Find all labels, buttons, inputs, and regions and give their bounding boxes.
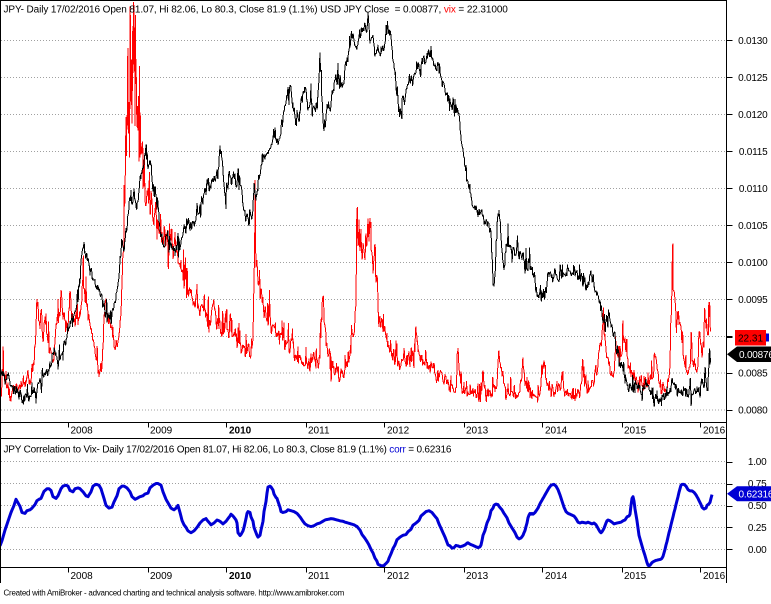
svg-text:2013: 2013 [466,426,489,437]
svg-text:2008: 2008 [71,426,94,437]
svg-text:2008: 2008 [71,571,94,582]
svg-text:2012: 2012 [387,426,410,437]
svg-text:0.50: 0.50 [748,501,767,512]
svg-text:2012: 2012 [387,571,410,582]
svg-text:2015: 2015 [624,426,647,437]
svg-text:Created with AmiBroker - advan: Created with AmiBroker - advanced charti… [4,589,345,598]
svg-text:1.00: 1.00 [748,457,767,468]
svg-text:2011: 2011 [308,571,330,582]
svg-text:2015: 2015 [624,571,647,582]
svg-text:0.0085: 0.0085 [738,369,768,380]
svg-text:2016: 2016 [703,571,726,582]
svg-text:0.0120: 0.0120 [738,110,768,121]
svg-text:0.0125: 0.0125 [738,73,768,84]
svg-text:2009: 2009 [150,426,173,437]
svg-text:2013: 2013 [466,571,489,582]
svg-text:0.00: 0.00 [748,545,767,556]
svg-text:2010: 2010 [229,426,252,437]
svg-text:22.31: 22.31 [738,334,763,345]
svg-text:JPY Correlation to Vix- Daily: JPY Correlation to Vix- Daily 17/02/2016… [4,445,452,456]
svg-text:0.0080: 0.0080 [738,406,768,417]
svg-text:0.0095: 0.0095 [738,295,768,306]
svg-text:0.0100: 0.0100 [738,258,768,269]
svg-text:0.0115: 0.0115 [739,147,768,158]
svg-text:0.00876: 0.00876 [739,350,771,361]
svg-text:JPY- Daily 17/02/2016 Open 81.: JPY- Daily 17/02/2016 Open 81.07, Hi 82.… [4,5,509,16]
svg-text:2016: 2016 [703,426,726,437]
svg-text:2011: 2011 [308,426,330,437]
svg-text:0.0130: 0.0130 [738,36,768,47]
svg-text:0.0105: 0.0105 [738,221,768,232]
svg-text:2014: 2014 [545,426,568,437]
svg-text:2014: 2014 [545,571,568,582]
svg-text:0.25: 0.25 [748,523,767,534]
svg-text:2009: 2009 [150,571,173,582]
svg-text:0.62316: 0.62316 [739,490,771,501]
svg-text:0.0110: 0.0110 [739,184,768,195]
svg-text:2010: 2010 [229,571,252,582]
